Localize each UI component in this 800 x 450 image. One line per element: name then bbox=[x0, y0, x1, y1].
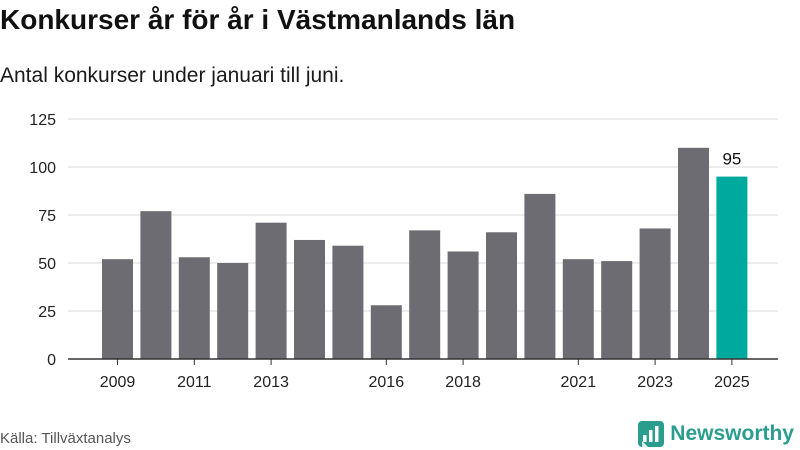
y-tick-label: 50 bbox=[38, 256, 56, 273]
x-tick-label: 2025 bbox=[714, 374, 750, 391]
y-tick-label: 75 bbox=[38, 208, 56, 225]
bar bbox=[217, 263, 249, 359]
chart-subtitle: Antal konkurser under januari till juni. bbox=[0, 64, 345, 87]
x-tick-label: 2016 bbox=[369, 374, 405, 391]
y-tick-label: 100 bbox=[29, 160, 56, 177]
bar bbox=[716, 176, 748, 359]
bar bbox=[601, 261, 633, 359]
bar bbox=[447, 251, 479, 359]
brand-logo: Newsworthy bbox=[638, 421, 794, 447]
y-tick-label: 125 bbox=[29, 112, 56, 129]
x-tick-label: 2023 bbox=[637, 374, 673, 391]
x-tick-label: 2013 bbox=[253, 374, 289, 391]
bar bbox=[486, 232, 517, 359]
y-tick-label: 25 bbox=[38, 304, 56, 321]
bar bbox=[140, 211, 172, 359]
bar bbox=[178, 257, 210, 359]
bar bbox=[678, 147, 709, 359]
bar bbox=[639, 228, 671, 359]
bar bbox=[370, 305, 402, 359]
x-tick-label: 2011 bbox=[177, 374, 212, 391]
brand-name: Newsworthy bbox=[670, 422, 794, 445]
bar bbox=[409, 230, 441, 359]
bar bbox=[102, 259, 133, 359]
x-tick-label: 2018 bbox=[445, 374, 481, 391]
data-label: 95 bbox=[722, 150, 741, 169]
y-tick-label: 0 bbox=[47, 352, 56, 369]
bar bbox=[255, 222, 287, 359]
newsworthy-logo-icon bbox=[638, 421, 665, 447]
x-tick-label: 2009 bbox=[100, 374, 136, 391]
x-tick-label: 2021 bbox=[561, 374, 597, 391]
bar bbox=[294, 239, 325, 359]
bar bbox=[524, 193, 556, 359]
bar bbox=[562, 259, 594, 359]
bar bbox=[332, 245, 364, 359]
source-note: Källa: Tillväxtanalys bbox=[0, 430, 131, 447]
chart-title: Konkurser år för år i Västmanlands län bbox=[0, 4, 516, 35]
